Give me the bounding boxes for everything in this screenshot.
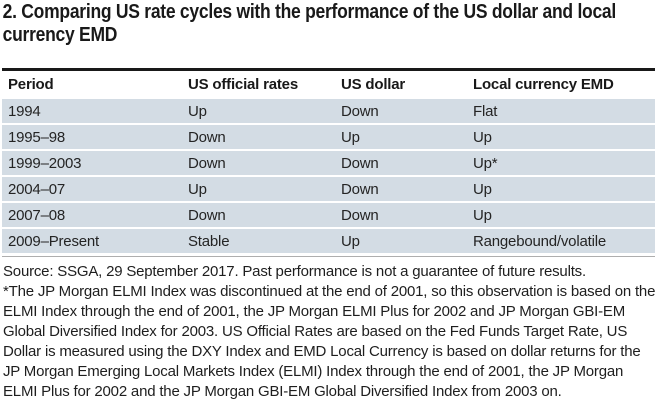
figure-title: 2. Comparing US rate cycles with the per… <box>2 1 617 46</box>
cell-period: 2004–07 <box>8 180 65 198</box>
table-row: 2007–08 Down Down Up <box>2 203 655 227</box>
cell-local-currency-emd: Up <box>473 128 492 146</box>
cell-period: 1995–98 <box>8 128 65 146</box>
table-row: 2009–Present Stable Up Rangebound/volati… <box>2 229 655 253</box>
cell-period: 2009–Present <box>8 232 100 250</box>
cell-local-currency-emd: Up* <box>473 154 498 172</box>
cell-local-currency-emd: Rangebound/volatile <box>473 232 606 250</box>
cell-us-official-rates: Up <box>188 180 207 198</box>
cell-local-currency-emd: Flat <box>473 102 498 120</box>
cell-us-official-rates: Down <box>188 206 226 224</box>
table-header-row: Period US official rates US dollar Local… <box>2 71 655 97</box>
cell-us-official-rates: Down <box>188 154 226 172</box>
cell-period: 1994 <box>8 102 41 120</box>
footnote-text: *The JP Morgan ELMI Index was discontinu… <box>3 283 656 400</box>
cell-us-dollar: Up <box>341 128 360 146</box>
cell-us-official-rates: Down <box>188 128 226 146</box>
cell-local-currency-emd: Up <box>473 180 492 198</box>
cell-us-official-rates: Up <box>188 102 207 120</box>
cell-us-dollar: Down <box>341 102 379 120</box>
column-header-us-official-rates: US official rates <box>188 75 298 93</box>
cell-local-currency-emd: Up <box>473 206 492 224</box>
divider-line <box>2 256 655 257</box>
cell-us-dollar: Up <box>341 232 360 250</box>
source-text: Source: SSGA, 29 September 2017. Past pe… <box>3 263 586 280</box>
column-header-local-currency-emd: Local currency EMD <box>473 75 614 93</box>
column-header-period: Period <box>8 75 54 93</box>
cell-us-dollar: Down <box>341 180 379 198</box>
cell-us-dollar: Down <box>341 154 379 172</box>
table-row: 1999–2003 Down Down Up* <box>2 151 655 175</box>
cell-period: 1999–2003 <box>8 154 82 172</box>
cell-us-official-rates: Stable <box>188 232 230 250</box>
cell-us-dollar: Down <box>341 206 379 224</box>
table-row: 1995–98 Down Up Up <box>2 125 655 149</box>
rate-cycles-table: Period US official rates US dollar Local… <box>2 68 655 253</box>
table-row: 2004–07 Up Down Up <box>2 177 655 201</box>
cell-period: 2007–08 <box>8 206 65 224</box>
table-row: 1994 Up Down Flat <box>2 99 655 123</box>
column-header-us-dollar: US dollar <box>341 75 406 93</box>
